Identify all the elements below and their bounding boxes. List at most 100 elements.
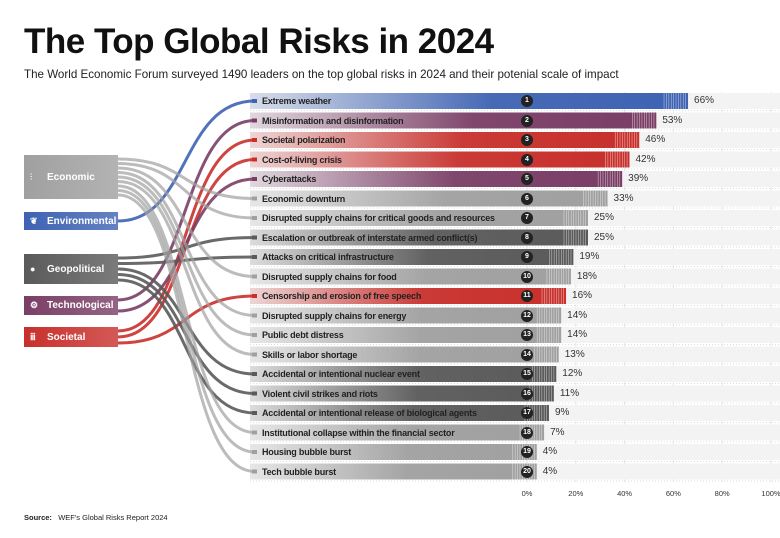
link-tech [117, 119, 256, 302]
value-label: 25% [594, 212, 615, 223]
link-geo [117, 278, 256, 415]
bar[interactable] [250, 132, 640, 148]
rank-badge: 6 [521, 192, 533, 205]
bar[interactable] [250, 229, 588, 246]
globe-icon: ● [30, 264, 36, 274]
value-label: 14% [567, 329, 588, 340]
plant-icon: ❦ [30, 215, 38, 226]
x-tick-label: 0% [521, 489, 533, 498]
link-end [252, 450, 257, 454]
link-end [252, 372, 257, 376]
bar[interactable] [250, 366, 557, 382]
rank-badge: 5 [521, 173, 533, 185]
value-label: 42% [635, 153, 656, 165]
bar[interactable] [250, 151, 630, 168]
value-label: 9% [554, 407, 570, 418]
rank-badge: 20 [521, 465, 533, 478]
bar[interactable] [250, 249, 574, 265]
x-tick-label: 40% [617, 489, 633, 498]
rank-badge: 19 [521, 446, 533, 458]
risk-label: Censorship and erosion of free speech [262, 291, 422, 301]
rank-badge: 4 [521, 153, 533, 166]
risk-label: Accidental or intentional nuclear event [262, 369, 420, 379]
link-econ [117, 175, 256, 337]
robot-arm-icon: ⚙ [30, 300, 39, 310]
risk-label: Institutional collapse within the financ… [262, 427, 455, 438]
risk-label: Housing bubble burst [262, 447, 351, 457]
source-label: Source: [24, 513, 52, 522]
link-geo [117, 236, 256, 260]
rank-badge: 14 [521, 348, 533, 361]
bar[interactable] [250, 463, 537, 480]
link-end [252, 430, 257, 435]
bar[interactable] [250, 93, 689, 109]
link-econ [117, 162, 256, 220]
value-label: 7% [550, 426, 565, 438]
category-label: Environmental [47, 215, 117, 227]
subtitle: The World Economic Forum surveyed 1490 l… [24, 68, 619, 81]
bar[interactable] [250, 327, 562, 343]
rank-badge: 16 [521, 387, 533, 400]
bar[interactable] [250, 346, 559, 363]
value-label: 53% [662, 114, 683, 126]
category-env[interactable]: ❦ Environmental [24, 212, 118, 230]
rank-badge: 17 [521, 407, 533, 419]
bar[interactable] [250, 405, 549, 421]
risk-label: Violent civil strikes and riots [262, 388, 378, 399]
category-tech[interactable]: ⚙ Technological [24, 296, 118, 315]
risk-label: Cyberattacks [262, 174, 317, 184]
link-end [252, 196, 257, 201]
rank-badge: 15 [521, 368, 533, 380]
link-econ [117, 171, 256, 317]
link-econ [117, 189, 256, 454]
risk-label: Skills or labor shortage [262, 349, 358, 360]
bar[interactable] [250, 307, 562, 324]
source-text: WEF's Global Risks Report 2024 [58, 513, 168, 522]
link-end [252, 274, 257, 279]
link-end [252, 157, 257, 162]
bar[interactable] [250, 190, 608, 207]
link-econ [117, 166, 256, 278]
risk-label: Extreme weather [262, 96, 332, 106]
people-icon: ⅲ [30, 331, 36, 342]
bar[interactable] [250, 424, 545, 441]
link-end [252, 313, 257, 318]
category-label: Geopolitical [47, 263, 105, 275]
category-econ[interactable]: ⫶ Economic [24, 155, 118, 199]
rank-badge: 11 [521, 290, 533, 302]
category-geo[interactable]: ● Geopolitical [24, 254, 118, 284]
x-tick-label: 100% [761, 489, 780, 498]
value-label: 33% [613, 192, 634, 204]
bar[interactable] [250, 210, 588, 226]
bar[interactable] [250, 112, 657, 129]
rank-badge: 9 [521, 251, 533, 263]
risk-label: Tech bubble burst [262, 466, 336, 477]
rank-badge: 13 [521, 329, 533, 341]
link-soc [117, 138, 256, 333]
bar[interactable] [250, 385, 554, 402]
value-label: 12% [562, 368, 583, 379]
link-econ [117, 157, 256, 200]
value-label: 13% [564, 348, 585, 360]
bar[interactable] [250, 444, 537, 460]
source-note: Source: WEF's Global Risks Report 2024 [24, 513, 168, 522]
category-label: Technological [47, 300, 114, 311]
link-end [252, 333, 257, 337]
link-end [252, 235, 257, 240]
rank-badge: 12 [521, 309, 533, 322]
link-end [252, 177, 257, 181]
bar[interactable] [250, 288, 567, 304]
risk-label: Accidental or intentional release of bio… [262, 408, 477, 418]
value-label: 4% [542, 446, 558, 457]
value-label: 18% [576, 270, 597, 282]
rank-badge: 2 [521, 114, 533, 127]
value-label: 4% [542, 465, 558, 477]
rank-badge: 1 [521, 95, 533, 107]
link-end [252, 411, 257, 415]
risk-label: Disrupted supply chains for food [262, 271, 397, 282]
bar[interactable] [250, 268, 571, 285]
rank-badge: 8 [521, 231, 533, 244]
chart-icon: ⫶ [30, 171, 33, 182]
value-label: 25% [594, 231, 615, 243]
category-soc[interactable]: ⅲ Societal [24, 327, 118, 347]
